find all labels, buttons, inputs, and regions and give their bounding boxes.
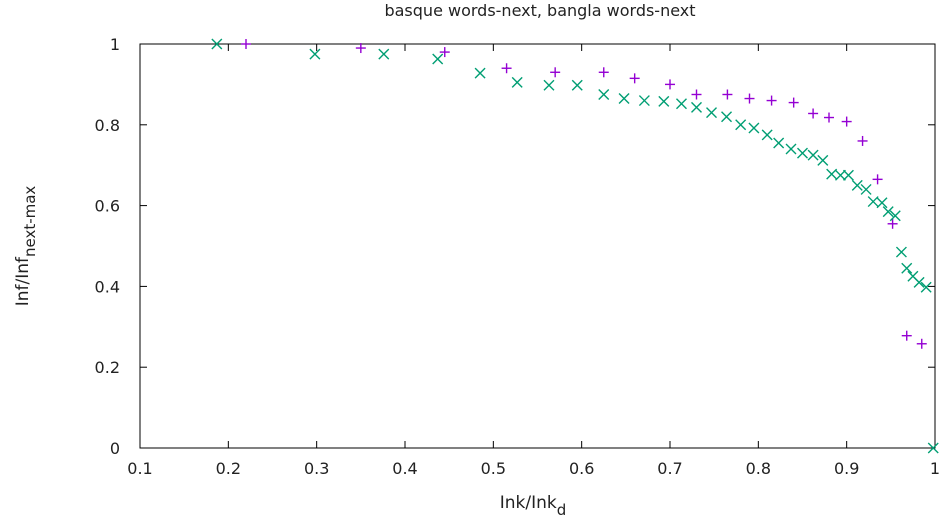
data-point-plus [241,39,251,49]
data-point-plus [788,97,799,108]
data-point-plus [916,338,927,349]
x-tick-label: 0.1 [127,459,152,478]
data-point-plus [665,79,675,90]
x-tick-label: 0.4 [392,459,417,478]
data-point-cross [721,111,733,123]
data-point-cross [309,48,321,60]
x-tick-label: 0.8 [746,459,771,478]
series-1 [211,38,939,454]
data-point-cross [889,210,901,222]
data-point-cross [826,168,838,180]
chart-title: basque words-next, bangla words-next [384,1,695,20]
data-point-cross [691,101,702,113]
data-point-plus [901,330,912,341]
data-point-cross [927,442,939,454]
data-point-plus [808,108,819,119]
y-tick-label: 0 [110,439,120,458]
data-point-plus [744,93,755,104]
y-tick-label: 0.8 [95,116,120,135]
data-point-cross [735,119,747,131]
x-tick-label: 0.9 [834,459,859,478]
y-axis-label: Inf/Infnext-max [13,186,39,307]
plot-area-frame [139,43,936,449]
x-tick-label: 0.2 [216,459,241,478]
data-point-cross [834,169,846,181]
data-point-plus [501,63,512,74]
data-point-cross [638,95,650,107]
data-point-plus [857,135,868,146]
x-tick-label: 0.5 [481,459,506,478]
data-point-plus [691,89,702,100]
data-point-cross [773,137,785,149]
data-point-cross [817,154,829,166]
data-point-cross [785,143,797,155]
data-point-cross [511,76,523,88]
data-point-cross [882,206,894,218]
data-point-cross [895,246,907,258]
data-point-cross [748,122,760,134]
data-point-cross [867,196,879,208]
data-point-cross [860,183,872,195]
data-point-cross [378,48,390,60]
data-point-cross [658,95,670,107]
data-point-cross [807,149,819,161]
data-point-cross [913,276,925,288]
data-point-plus [766,95,777,106]
data-point-plus [439,47,450,58]
x-tick-label: 0.6 [569,459,594,478]
y-axis-label-subscript: next-max [21,186,39,257]
y-tick-label: 1 [110,35,120,54]
data-point-cross [211,38,223,50]
data-point-cross [706,107,718,119]
data-point-cross [842,169,854,181]
data-point-plus [598,67,609,78]
data-point-cross [598,89,610,100]
data-point-cross [876,197,888,209]
y-tick-label: 0.4 [95,277,120,296]
y-tick-label: 0.2 [95,358,120,377]
plot-marks [211,38,939,454]
data-point-cross [901,262,913,274]
x-axis-label-main: Ink/Ink [500,493,557,513]
x-tick-label: 0.3 [304,459,329,478]
data-point-cross [474,67,486,79]
x-tick-label: 0.7 [657,459,682,478]
x-axis: 0.1 0.2 0.3 0.4 0.5 0.6 0.7 0.8 0.9 1 [127,44,940,478]
data-point-plus [872,174,883,185]
series-0 [241,39,927,349]
data-point-plus [629,73,640,84]
y-tick-label: 0.6 [95,197,120,216]
data-point-plus [550,67,561,78]
data-point-plus [355,43,366,54]
data-point-plus [841,116,852,127]
data-point-cross [432,53,444,65]
x-axis-label-subscript: d [557,501,567,519]
y-axis-label-main: Inf/Inf [13,256,33,306]
data-point-plus [722,89,733,100]
x-axis-label: Ink/Inkd [500,493,567,519]
data-point-cross [675,98,687,110]
data-point-cross [797,147,808,159]
data-point-plus [824,112,834,123]
data-point-cross [543,79,555,91]
data-point-cross [571,79,583,91]
data-point-plus [887,218,898,229]
data-point-cross [920,281,932,293]
x-tick-label: 1 [930,459,940,478]
data-point-cross [761,129,773,141]
y-axis: 0 0.2 0.4 0.6 0.8 1 [95,35,935,458]
data-point-cross [618,93,630,105]
data-point-cross [851,179,863,191]
